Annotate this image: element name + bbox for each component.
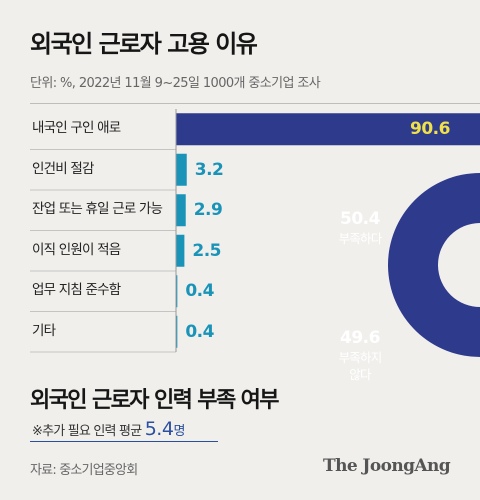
- category-label-4: 업무 지침 준수함: [32, 282, 121, 299]
- unit-note: 단위: %, 2022년 11월 9~25일 1000개 중소기업 조사: [30, 76, 321, 91]
- note-prefix: ※추가 필요 인력 평균: [32, 424, 142, 439]
- donut-slice-value-0: 50.4: [340, 209, 380, 229]
- category-label-3: 이직 인원이 적음: [32, 241, 121, 258]
- value-label-1: 3.2: [194, 159, 224, 180]
- bar-3: [176, 234, 185, 267]
- note-underline: [30, 441, 218, 442]
- note-unit: 명: [173, 424, 185, 439]
- chart-title: 외국인 근로자 고용 이유: [30, 30, 258, 58]
- donut-slice-value-1: 49.6: [340, 328, 380, 348]
- brand-logo: The JoongAng: [323, 456, 451, 476]
- bar-2: [176, 194, 186, 227]
- value-label-4: 0.4: [185, 281, 214, 302]
- value-label-5: 0.4: [185, 321, 214, 342]
- category-label-5: 기타: [32, 322, 56, 339]
- bar-1: [176, 153, 187, 186]
- value-label-0: 90.6: [410, 119, 450, 140]
- avg-needed-note: ※추가 필요 인력 평균 5.4명: [32, 418, 185, 443]
- donut-slice-label-0: 50.4 부족하다: [318, 208, 402, 247]
- note-value: 5.4: [144, 418, 174, 440]
- category-label-2: 잔업 또는 휴일 근로 가능: [32, 201, 163, 218]
- donut-slice-text-1-0: 부족하지: [338, 350, 383, 365]
- bar-0: [176, 113, 480, 146]
- category-label-0: 내국인 구인 애로: [32, 120, 121, 137]
- bar-4: [176, 275, 178, 308]
- donut-title: 외국인 근로자 인력 부족 여부: [30, 382, 286, 414]
- top-rule: [30, 103, 480, 104]
- donut-slice-0: [388, 173, 480, 357]
- value-label-2: 2.9: [193, 200, 223, 221]
- source-note: 자료: 중소기업중앙회: [30, 463, 138, 478]
- donut-slice-text-0-0: 부족하다: [338, 231, 383, 246]
- value-label-3: 2.5: [192, 240, 221, 261]
- bar-5: [176, 315, 178, 348]
- category-label-1: 인건비 절감: [32, 160, 94, 177]
- donut-slice-text-1-1: 않다: [349, 367, 371, 382]
